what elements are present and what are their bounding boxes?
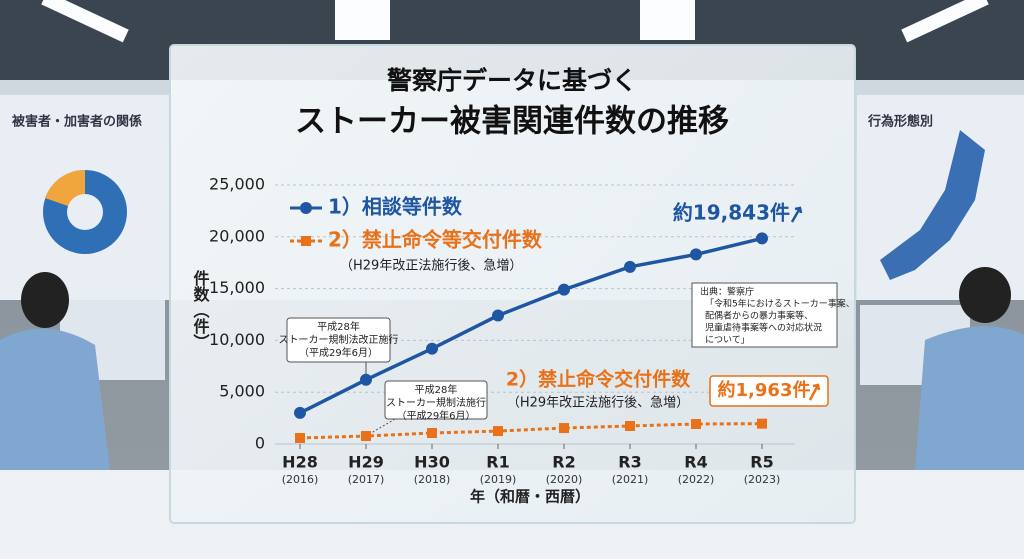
legend-label: 2）禁止命令等交付件数 [328, 228, 543, 252]
ceiling-light [901, 0, 989, 43]
data-point [361, 431, 371, 442]
x-tick-label: H28 [282, 453, 318, 472]
data-point [756, 232, 768, 245]
series-line [299, 422, 763, 440]
callout-text: 平成28年 [317, 320, 360, 333]
source-text: 配偶者からの暴力事案等、 [705, 310, 813, 322]
glass-panel [169, 44, 856, 524]
screen-title: 被害者・加害者の関係 [11, 114, 142, 130]
x-tick-label: R2 [552, 453, 575, 472]
value-label: 約1,963件 [718, 379, 811, 401]
series-annotation-note: （H29年改正法施行後、急増） [507, 396, 689, 411]
data-point [360, 373, 372, 386]
x-tick-label: R5 [750, 453, 773, 472]
ceiling-light [335, 0, 390, 40]
x-tick-label: R3 [618, 453, 641, 472]
callout-text: ストーカー規制法改正施行 [279, 333, 399, 346]
callout-text: （平成29年6月） [299, 346, 378, 359]
screen-map [880, 130, 985, 280]
legend-marker [300, 202, 312, 214]
data-point [493, 426, 503, 437]
legend-marker [301, 236, 311, 246]
person [21, 272, 69, 328]
data-point [625, 420, 635, 431]
data-point [558, 283, 570, 296]
y-axis-label: 件数（件） [191, 269, 210, 350]
data-point [492, 309, 504, 322]
trend-arrow [808, 383, 821, 401]
series-annotation: 2）禁止命令交付件数 [506, 368, 691, 391]
x-tick-label: R1 [486, 453, 509, 472]
person [915, 326, 1024, 470]
ceiling-light [41, 0, 129, 43]
source-text: 出典：警察庁 [700, 286, 754, 298]
y-tick-label: 20,000 [209, 226, 265, 245]
callout-box [384, 380, 488, 420]
y-tick-label: 15,000 [209, 278, 265, 297]
callout-text: ストーカー規制法施行 [386, 396, 486, 409]
data-point [690, 248, 702, 261]
data-point [295, 432, 305, 443]
x-tick-sublabel: (2021) [612, 473, 649, 486]
callout-text: （平成29年6月） [396, 409, 475, 422]
x-tick-sublabel: (2023) [744, 473, 781, 486]
data-point [757, 418, 767, 429]
series-line [299, 236, 763, 415]
data-point [294, 406, 306, 419]
x-tick-label: H30 [414, 453, 450, 472]
screen-pie [67, 194, 103, 230]
x-tick-sublabel: (2017) [348, 473, 385, 486]
source-box [691, 282, 838, 348]
person [959, 267, 1011, 323]
screen-title: 行為形態別 [867, 114, 933, 130]
y-tick-label: 10,000 [209, 330, 265, 349]
x-tick-sublabel: (2022) [678, 473, 715, 486]
x-tick-label: R4 [684, 453, 707, 472]
data-point [426, 342, 438, 355]
legend-label: 1）相談等件数 [328, 195, 463, 219]
x-tick-sublabel: (2020) [546, 473, 583, 486]
ceiling-light [640, 0, 695, 40]
y-tick-label: 5,000 [219, 382, 265, 401]
value-label-box [709, 375, 829, 407]
source-text: 「令和5年におけるストーカー事案、 [705, 298, 855, 310]
callout-text: 平成28年 [415, 383, 458, 396]
chart-subtitle: ストーカー被害関連件数の推移 [295, 104, 729, 140]
data-point [624, 260, 636, 273]
trend-arrow [790, 206, 803, 223]
data-point [691, 419, 701, 430]
x-tick-sublabel: (2016) [282, 473, 319, 486]
callout-box [286, 317, 391, 363]
x-tick-label: H29 [348, 453, 384, 472]
legend-note: （H29年改正法施行後、急増） [340, 259, 522, 274]
y-tick-label: 25,000 [209, 175, 265, 194]
data-point [427, 428, 437, 439]
person [0, 328, 110, 470]
value-label: 約19,843件 [673, 201, 790, 225]
x-tick-sublabel: (2018) [414, 473, 451, 486]
source-text: について」 [705, 335, 750, 346]
x-tick-sublabel: (2019) [480, 473, 517, 486]
x-axis-label: 年（和暦・西暦） [470, 488, 590, 506]
y-tick-label: 0 [255, 434, 265, 453]
chart-title: 警察庁データに基づく [386, 66, 637, 95]
source-text: 児童虐待事案等への対応状況 [705, 322, 822, 334]
data-point [559, 423, 569, 434]
